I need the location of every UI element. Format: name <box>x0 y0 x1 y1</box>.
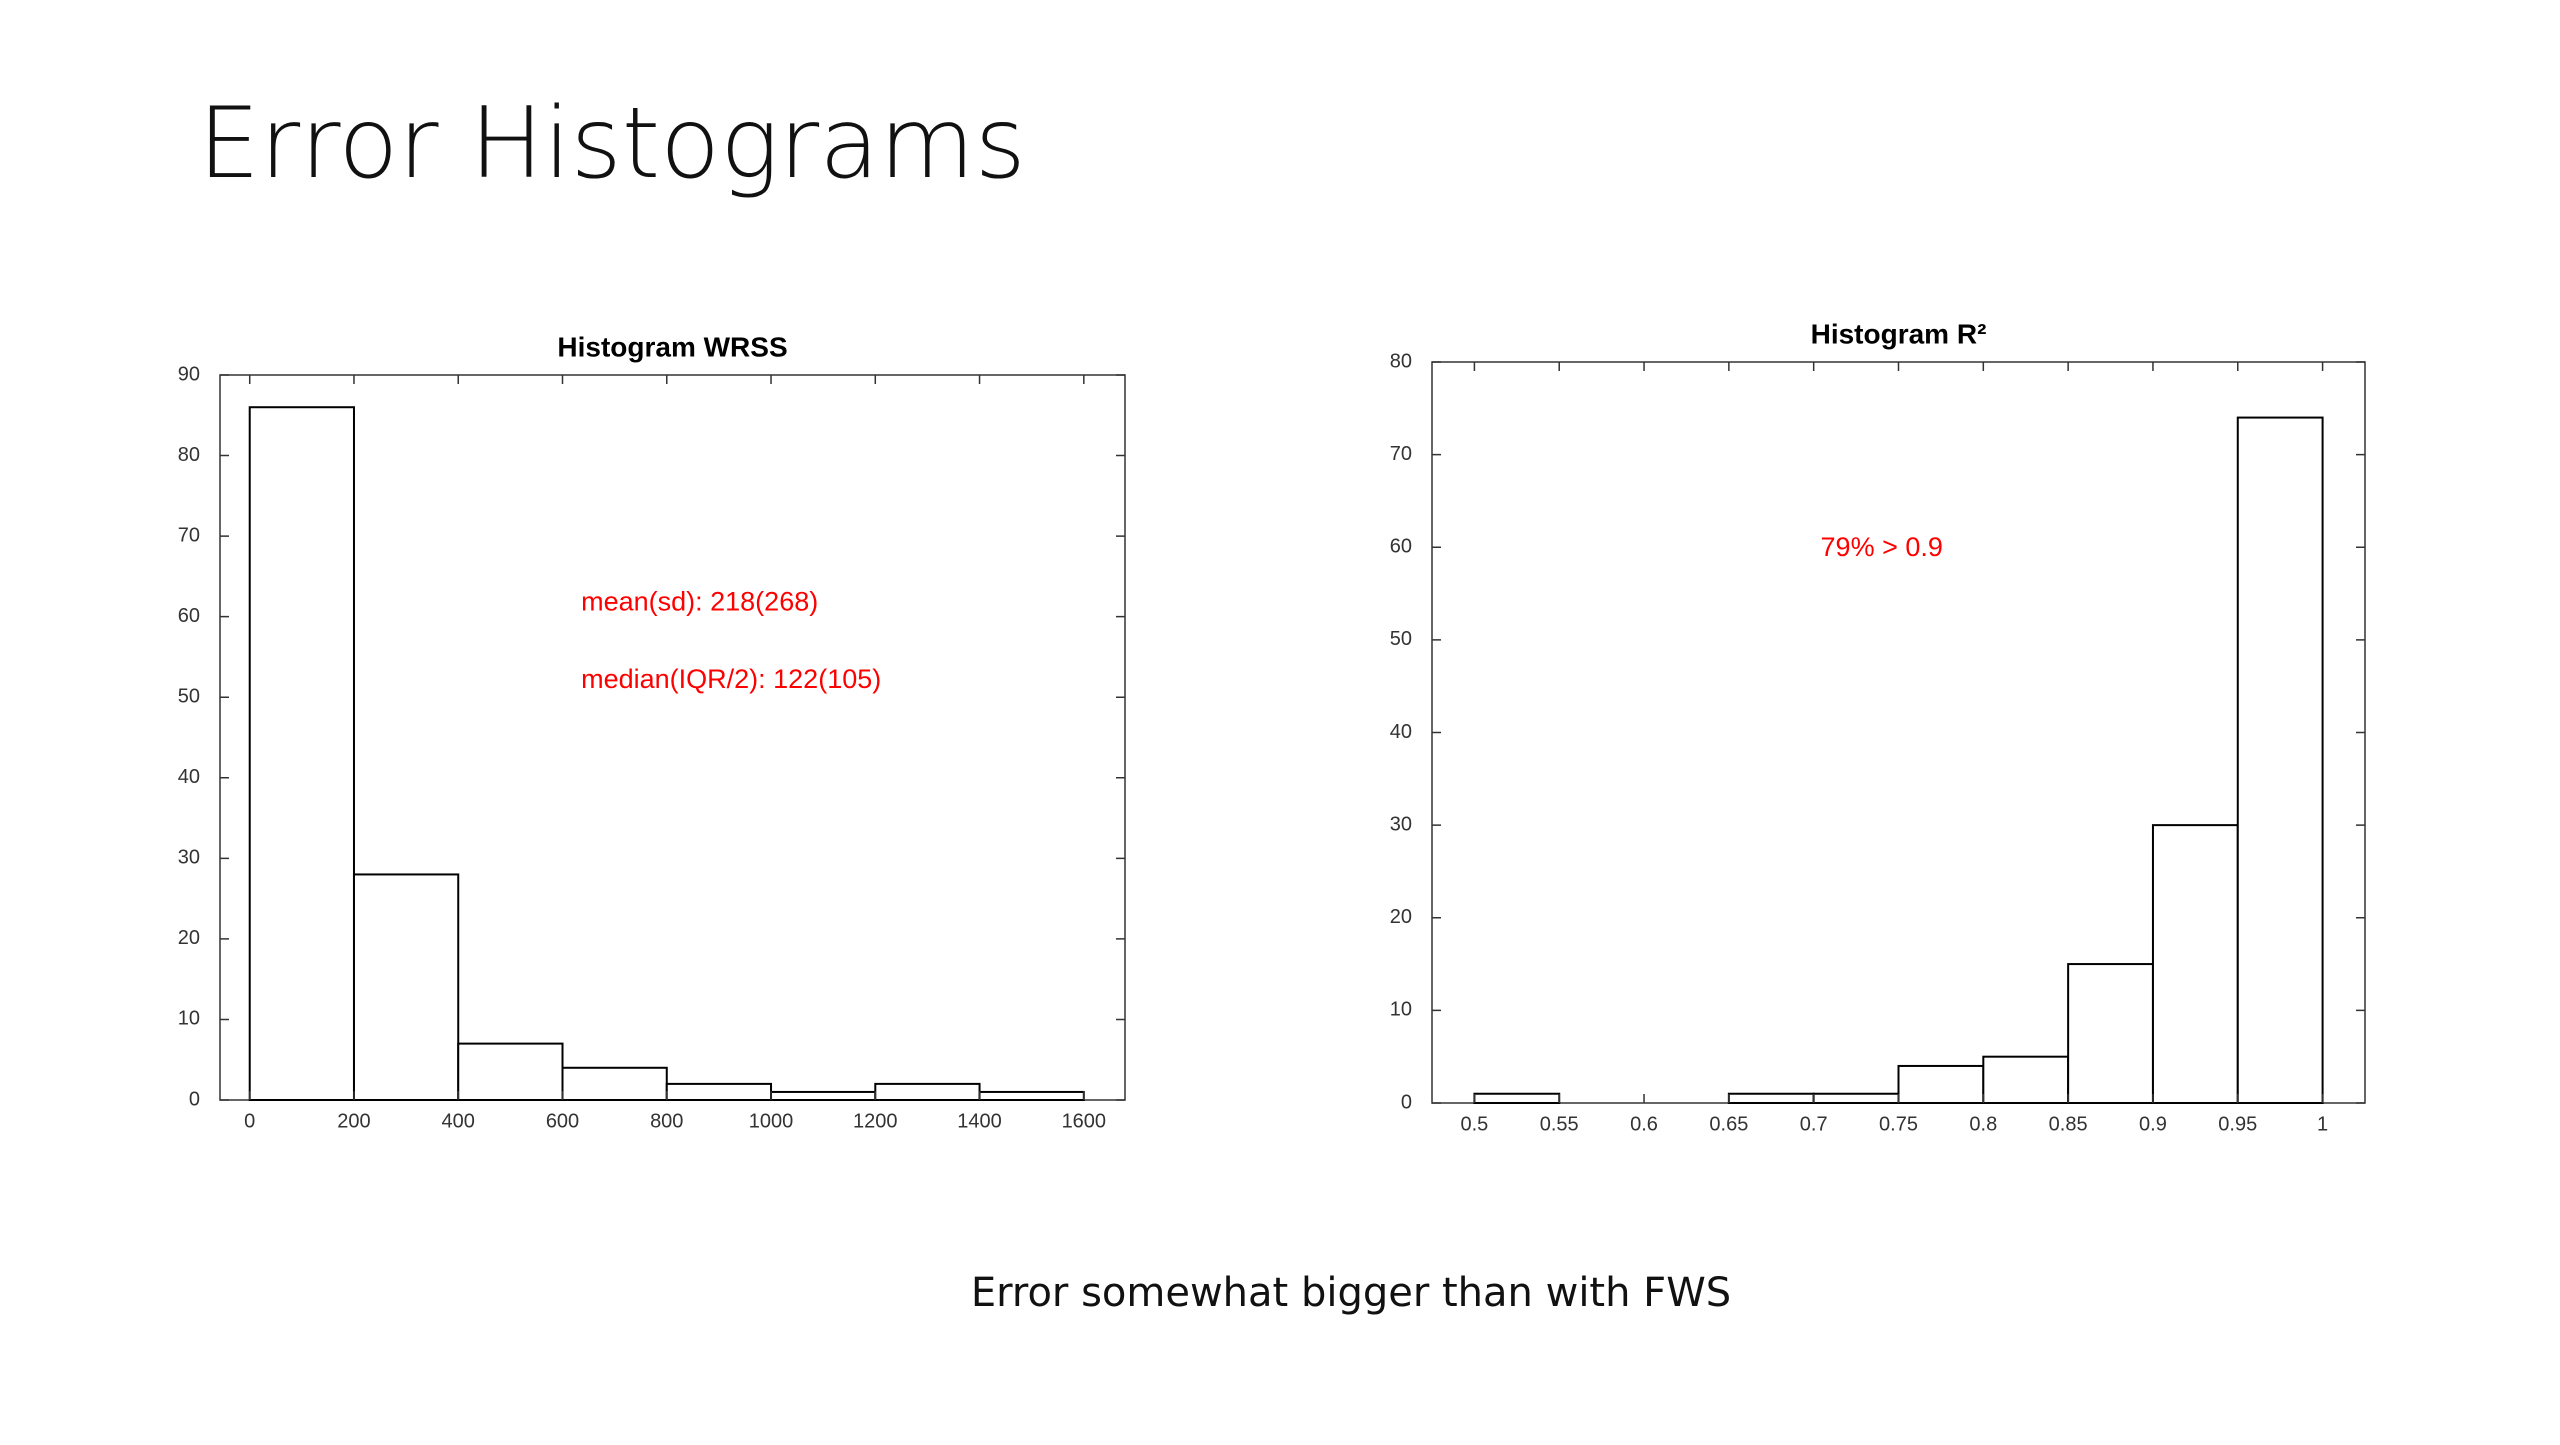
histogram-bar <box>1897 1064 1985 1104</box>
histogram-bar <box>1812 1092 1900 1105</box>
x-tick-label: 0.75 <box>1879 1113 1918 1135</box>
y-tick-label: 40 <box>178 766 200 788</box>
y-tick-label: 80 <box>178 444 200 466</box>
y-tick-label: 80 <box>1390 350 1412 372</box>
annotation: mean(sd): 218(268) <box>581 587 818 617</box>
histogram-bar <box>1727 1092 1815 1105</box>
x-tick-label: 400 <box>442 1110 475 1132</box>
histogram-bar <box>874 1082 981 1102</box>
y-tick-label: 0 <box>189 1088 200 1110</box>
y-tick-label: 20 <box>1390 906 1412 928</box>
y-tick-label: 70 <box>1390 443 1412 465</box>
histogram-bar <box>248 406 355 1101</box>
histogram-bar <box>1982 1055 2070 1104</box>
slide-title: Error Histograms <box>198 87 1026 201</box>
x-tick-label: 0 <box>244 1110 255 1132</box>
annotation: 79% > 0.9 <box>1821 532 1943 562</box>
histogram-bar <box>2236 416 2324 1104</box>
x-tick-label: 0.8 <box>1969 1113 1997 1135</box>
x-tick-label: 1200 <box>853 1110 898 1132</box>
y-tick-label: 30 <box>1390 813 1412 835</box>
x-tick-label: 0.95 <box>2218 1113 2257 1135</box>
y-tick-label: 30 <box>178 847 200 869</box>
histogram-bar <box>665 1082 773 1102</box>
y-tick-label: 70 <box>178 524 200 546</box>
x-tick-label: 0.7 <box>1800 1113 1828 1135</box>
y-tick-label: 10 <box>1390 999 1412 1021</box>
x-tick-label: 0.9 <box>2139 1113 2167 1135</box>
histogram-bar <box>1473 1092 1561 1105</box>
caption: Error somewhat bigger than with FWS <box>971 1270 1731 1316</box>
x-tick-label: 0.6 <box>1630 1113 1658 1135</box>
x-tick-label: 800 <box>650 1110 683 1132</box>
chart-title: Histogram R² <box>1811 318 1987 349</box>
x-tick-label: 0.65 <box>1709 1113 1748 1135</box>
x-tick-label: 200 <box>337 1110 370 1132</box>
histogram-bar <box>978 1090 1085 1102</box>
y-tick-label: 60 <box>1390 536 1412 558</box>
y-tick-label: 60 <box>178 605 200 627</box>
histogram-bar <box>770 1090 877 1102</box>
x-tick-label: 1600 <box>1062 1110 1107 1132</box>
y-tick-label: 50 <box>178 686 200 708</box>
y-tick-label: 40 <box>1390 721 1412 743</box>
x-tick-label: 0.85 <box>2049 1113 2088 1135</box>
histogram-bar <box>352 873 460 1102</box>
x-tick-label: 1 <box>2317 1113 2328 1135</box>
x-tick-label: 0.5 <box>1461 1113 1489 1135</box>
histogram-bar <box>457 1042 564 1101</box>
x-tick-label: 0.55 <box>1540 1113 1579 1135</box>
x-tick-label: 1400 <box>957 1110 1002 1132</box>
y-tick-label: 20 <box>178 927 200 949</box>
histogram-bar <box>2151 824 2239 1104</box>
x-tick-label: 1000 <box>749 1110 794 1132</box>
histogram-bar <box>2067 963 2154 1104</box>
x-tick-label: 600 <box>546 1110 579 1132</box>
y-tick-label: 50 <box>1390 628 1412 650</box>
chart-title: Histogram WRSS <box>557 331 787 362</box>
y-tick-label: 90 <box>178 363 200 385</box>
y-tick-label: 0 <box>1401 1091 1412 1113</box>
annotation: median(IQR/2): 122(105) <box>581 664 881 694</box>
y-tick-label: 10 <box>178 1008 200 1030</box>
histogram-bar <box>561 1066 668 1102</box>
